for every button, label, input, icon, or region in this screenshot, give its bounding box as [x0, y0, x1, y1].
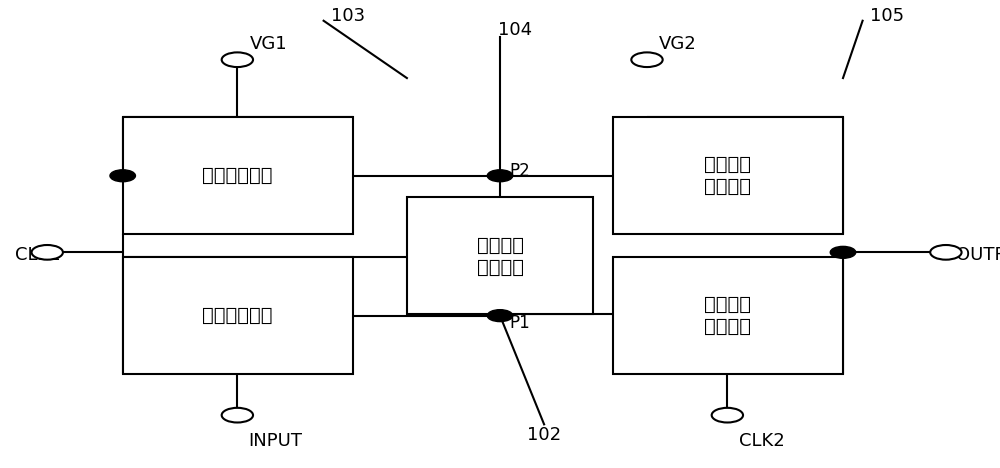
- Circle shape: [487, 170, 513, 182]
- Circle shape: [930, 245, 962, 260]
- Text: CLK1: CLK1: [15, 246, 61, 263]
- Bar: [123, 257, 353, 374]
- Text: P2: P2: [510, 162, 531, 180]
- Text: OUTPUT: OUTPUT: [956, 246, 1000, 263]
- Text: 104: 104: [498, 21, 532, 39]
- Text: VG1: VG1: [250, 35, 288, 53]
- Bar: [123, 117, 353, 234]
- Text: 第一下拉
控制模块: 第一下拉 控制模块: [477, 235, 524, 277]
- Circle shape: [222, 52, 253, 67]
- Circle shape: [830, 246, 856, 258]
- Bar: [407, 197, 593, 314]
- Circle shape: [487, 310, 513, 322]
- Circle shape: [631, 52, 663, 67]
- Bar: [613, 117, 843, 234]
- Text: VG2: VG2: [659, 35, 697, 53]
- Text: 103: 103: [331, 7, 365, 25]
- Text: INPUT: INPUT: [248, 432, 302, 450]
- Text: 第一输出
控制模块: 第一输出 控制模块: [704, 295, 751, 336]
- Text: 输入控制模块: 输入控制模块: [202, 306, 273, 325]
- Text: 102: 102: [527, 426, 561, 444]
- Text: CLK2: CLK2: [739, 432, 785, 450]
- Text: 第二输出
控制模块: 第二输出 控制模块: [704, 155, 751, 196]
- Text: P1: P1: [510, 314, 531, 331]
- Circle shape: [712, 408, 743, 423]
- Text: 105: 105: [870, 7, 904, 25]
- Circle shape: [32, 245, 63, 260]
- Circle shape: [110, 170, 135, 182]
- Text: 上拉控制模块: 上拉控制模块: [202, 166, 273, 185]
- Circle shape: [222, 408, 253, 423]
- Bar: [613, 257, 843, 374]
